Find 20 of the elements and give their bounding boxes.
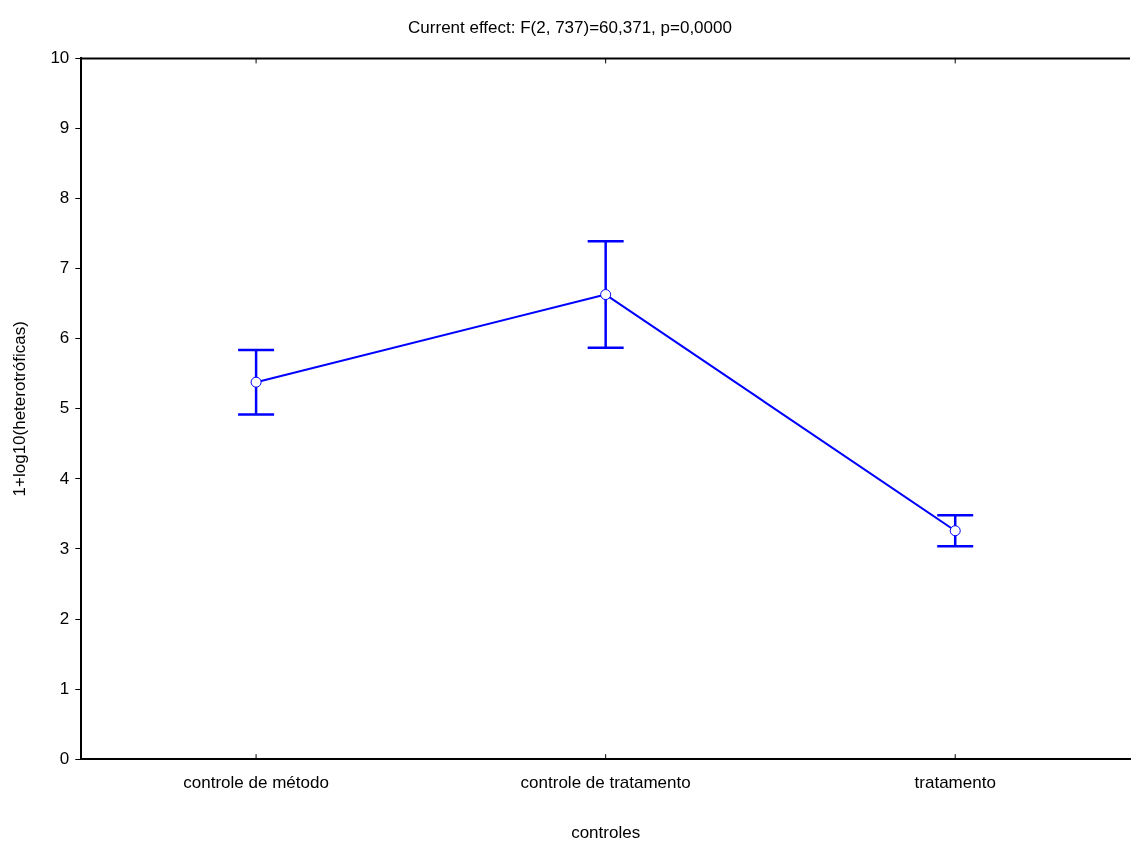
y-tick-label: 9: [59, 118, 70, 138]
point: [600, 289, 612, 301]
y-axis-title: 1+log10(heterotróficas): [9, 321, 29, 497]
y-tick-label: 7: [59, 258, 70, 278]
x-tick-label: controle de método: [183, 773, 329, 793]
chart-title: Current effect: F(2, 737)=60,371, p=0,0000: [408, 17, 732, 37]
x-axis-title: controles: [571, 823, 641, 843]
y-tick-label: 6: [59, 328, 70, 348]
point: [250, 376, 262, 388]
x-tick-label: controle de tratamento: [520, 773, 691, 793]
x-tick-label: tratamento: [914, 773, 996, 793]
point: [949, 525, 961, 537]
y-tick-label: 3: [59, 538, 70, 558]
y-tick-label: 1: [59, 678, 70, 698]
y-tick-label: 4: [59, 468, 70, 488]
y-tick-label: 8: [59, 188, 70, 208]
y-tick-label: 0: [59, 748, 70, 768]
y-tick-label: 2: [59, 608, 70, 628]
y-tick-label: 10: [50, 48, 70, 68]
y-tick-label: 5: [59, 398, 70, 418]
